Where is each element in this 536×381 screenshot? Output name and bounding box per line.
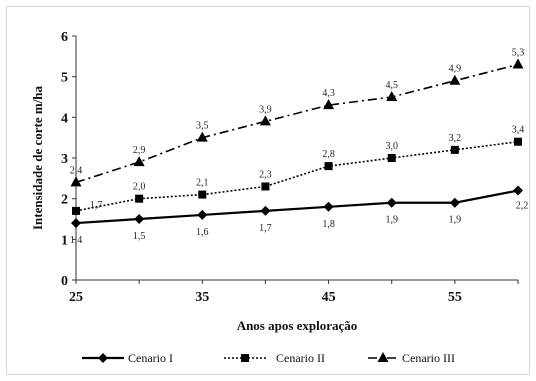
series-cenario-i [71, 185, 523, 229]
data-point [387, 154, 396, 162]
legend-marker [377, 352, 389, 362]
y-tick-label: 4 [61, 111, 68, 126]
y-tick-label: 0 [61, 274, 68, 289]
data-label: 5,3 [512, 47, 525, 58]
y-tick-label: 1 [61, 233, 68, 248]
data-point [198, 190, 207, 199]
data-point [72, 206, 80, 215]
data-label: 2,8 [322, 149, 335, 160]
legend-item-2: Cenario II [224, 351, 325, 365]
data-label: 2,9 [133, 145, 146, 156]
data-label: 1,7 [90, 200, 103, 211]
data-label: 3,4 [512, 125, 525, 136]
data-point [135, 194, 144, 203]
y-tick-labels: 0 1 2 3 4 5 6 [61, 30, 76, 289]
x-tick-label: 35 [195, 290, 209, 305]
data-point [514, 137, 522, 146]
legend-item-3: Cenario III [368, 351, 455, 365]
data-point [261, 182, 270, 191]
data-point [134, 214, 145, 224]
chart-frame [6, 6, 530, 375]
data-label: 1,4 [70, 235, 83, 246]
data-label: 4,5 [385, 80, 398, 91]
x-tick-label: 25 [69, 290, 83, 305]
y-axis-title: Intensidade de corte m/ha [30, 85, 45, 230]
data-label: 3,2 [449, 133, 462, 144]
legend-item-1: Cenario I [82, 351, 173, 365]
data-point [449, 197, 460, 208]
data-point [133, 156, 145, 167]
series-cenario-ii [72, 137, 522, 215]
data-label: 4,9 [449, 64, 462, 75]
data-point [449, 74, 461, 85]
y-tick-label: 3 [61, 152, 68, 167]
data-labels: 1,4 1,5 1,6 1,7 1,8 1,9 1,9 2,2 1,7 2,0 2,1 2,3 2,8 3… [70, 47, 529, 246]
x-tick-label: 55 [448, 290, 462, 305]
series-cenario-iii [70, 58, 524, 187]
data-label: 2,0 [133, 182, 146, 193]
data-point [513, 185, 523, 196]
data-label: 1,8 [322, 219, 335, 230]
data-point [260, 205, 271, 216]
legend-marker [98, 353, 108, 363]
y-tick-label: 6 [61, 30, 68, 45]
data-point [386, 197, 397, 208]
data-point [324, 162, 333, 171]
data-label: 2,1 [196, 178, 209, 189]
series-line [75, 63, 519, 184]
data-label: 1,6 [196, 227, 209, 238]
data-point [323, 201, 334, 212]
data-label: 3,9 [259, 104, 272, 115]
legend-label: Cenario I [128, 351, 173, 365]
data-label: 2,2 [516, 201, 529, 212]
data-label: 3,5 [196, 121, 209, 132]
data-label: 1,9 [385, 215, 398, 226]
y-tick-label: 2 [61, 193, 68, 208]
data-label: 3,0 [385, 141, 398, 152]
data-label: 1,9 [449, 215, 462, 226]
data-point [197, 209, 208, 220]
data-point [70, 176, 82, 187]
x-axis-title: Anos apos exploração [237, 318, 358, 333]
data-point [386, 91, 398, 101]
data-label: 1,5 [133, 231, 146, 242]
data-point [323, 99, 335, 110]
data-label: 4,3 [322, 88, 335, 99]
data-label: 2,4 [70, 165, 83, 176]
legend-label: Cenario III [402, 351, 455, 365]
y-tick-label: 5 [61, 71, 68, 86]
series-layer [70, 58, 524, 229]
data-label: 2,3 [259, 169, 272, 180]
series-line [75, 140, 519, 212]
data-point [71, 218, 81, 229]
data-point [512, 58, 524, 69]
x-tick-label: 45 [322, 290, 336, 305]
data-point [450, 145, 459, 154]
series-line [75, 189, 519, 225]
legend-marker [241, 354, 249, 362]
legend-label: Cenario II [276, 351, 325, 365]
legend: Cenario I Cenario II Cenario III [82, 351, 455, 365]
x-tick-labels: 25 35 45 55 [69, 280, 519, 305]
data-label: 1,7 [259, 223, 272, 234]
data-point [259, 115, 271, 126]
data-point [196, 131, 208, 142]
